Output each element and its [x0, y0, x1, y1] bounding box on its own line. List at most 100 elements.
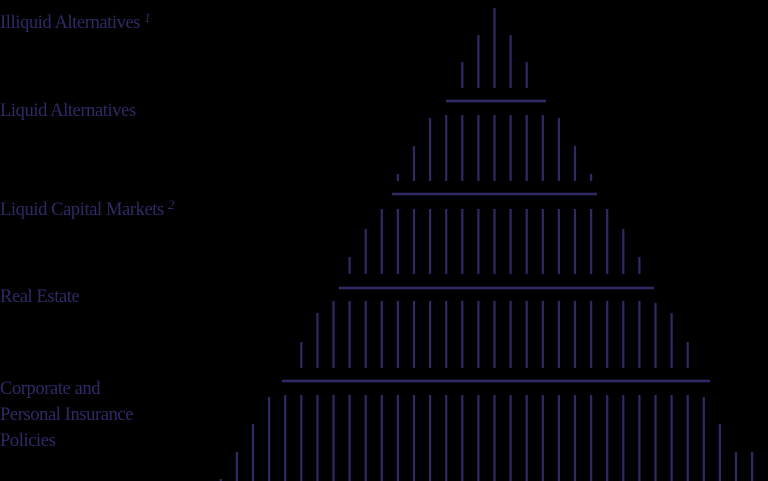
vertical-line [429, 301, 432, 368]
vertical-line [396, 174, 399, 181]
vertical-line [380, 395, 383, 481]
vertical-line [412, 301, 416, 368]
vertical-line [396, 209, 399, 274]
vertical-line [509, 115, 512, 181]
vertical-line [606, 301, 609, 368]
vertical-line [751, 452, 754, 481]
vertical-line [493, 115, 496, 181]
label-text: Corporate and [0, 379, 101, 399]
vertical-line [429, 395, 432, 481]
vertical-line [364, 229, 367, 274]
vertical-line [429, 118, 432, 181]
vertical-line [718, 424, 721, 481]
vertical-line [573, 146, 577, 181]
vertical-line [557, 395, 560, 481]
vertical-line [380, 301, 383, 368]
vertical-line [461, 62, 464, 88]
vertical-line [396, 301, 399, 368]
vertical-line [638, 301, 641, 368]
pyramid-tier-2 [392, 115, 597, 196]
vertical-line [412, 146, 416, 181]
vertical-line [622, 395, 625, 481]
label-text: Real Estate [0, 287, 80, 307]
tier-divider [446, 99, 546, 103]
vertical-line [573, 301, 577, 368]
vertical-line [477, 35, 480, 88]
vertical-line [445, 115, 448, 181]
label-text: Policies [0, 431, 56, 451]
vertical-line [509, 35, 512, 88]
vertical-line [348, 395, 351, 481]
label-text: Personal Insurance [0, 405, 134, 425]
vertical-line [734, 452, 738, 481]
vertical-line [364, 395, 367, 481]
vertical-line [493, 209, 496, 274]
vertical-line [638, 257, 641, 274]
footnote-marker: 1 [144, 10, 151, 25]
pyramid-tier-5 [219, 395, 754, 481]
vertical-line [670, 313, 673, 368]
vertical-line [686, 395, 689, 481]
vertical-line [396, 395, 399, 481]
vertical-line [412, 395, 416, 481]
vertical-line [541, 115, 544, 181]
vertical-line [412, 209, 416, 274]
vertical-line [541, 301, 544, 368]
vertical-line [477, 209, 480, 274]
pyramid-tier-3 [339, 209, 654, 290]
tier-divider [339, 286, 654, 290]
vertical-line [284, 395, 287, 481]
vertical-line [638, 395, 641, 481]
vertical-line [686, 342, 689, 368]
label-corporate-personal-insurance: Corporate and Personal Insurance Policies [0, 376, 133, 454]
vertical-line [557, 301, 560, 368]
vertical-line [622, 301, 625, 368]
vertical-line [702, 397, 705, 481]
vertical-line [445, 209, 448, 274]
vertical-line [219, 479, 222, 481]
vertical-line [235, 452, 238, 481]
tier-divider [392, 192, 597, 196]
vertical-line [461, 209, 464, 274]
vertical-line [525, 115, 528, 181]
vertical-line [573, 209, 577, 274]
tier-divider [282, 379, 710, 383]
vertical-line [380, 209, 383, 274]
vertical-line [590, 395, 593, 481]
vertical-line [509, 209, 512, 274]
vertical-line [316, 313, 319, 368]
vertical-line [461, 301, 464, 368]
vertical-line [557, 118, 560, 181]
vertical-line [509, 395, 512, 481]
footnote-marker: 2 [167, 197, 175, 212]
vertical-line [670, 395, 673, 481]
vertical-line [654, 303, 657, 368]
vertical-line [590, 301, 593, 368]
vertical-line [316, 395, 319, 481]
vertical-line [493, 395, 496, 481]
vertical-line [606, 395, 609, 481]
vertical-line [573, 395, 577, 481]
vertical-line [429, 209, 432, 274]
label-liquid-alternatives: Liquid Alternatives [0, 98, 136, 124]
vertical-line [541, 209, 544, 274]
vertical-line [461, 395, 464, 481]
vertical-line [348, 257, 351, 274]
vertical-line [300, 342, 303, 368]
vertical-line [525, 209, 528, 274]
vertical-line [493, 301, 496, 368]
vertical-line [348, 301, 351, 368]
vertical-line [590, 174, 593, 181]
pyramid-tier-4 [282, 301, 710, 383]
vertical-line [445, 301, 448, 368]
pyramid-tier-1 [446, 8, 546, 103]
vertical-line [332, 301, 335, 368]
label-text: Illiquid Alternatives [0, 13, 141, 33]
vertical-line [590, 209, 593, 274]
label-real-estate: Real Estate [0, 284, 80, 310]
label-liquid-capital-markets: Liquid Capital Markets 2 [0, 192, 174, 223]
vertical-line [493, 8, 496, 88]
vertical-line [622, 229, 625, 274]
label-text: Liquid Alternatives [0, 101, 136, 121]
